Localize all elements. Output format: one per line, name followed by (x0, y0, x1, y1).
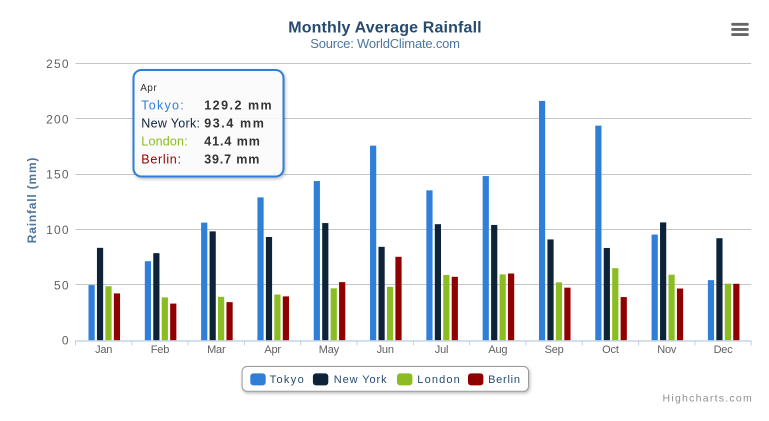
svg-text:Feb: Feb (151, 344, 169, 356)
svg-text:London:: London: (141, 134, 188, 148)
svg-text:New York:: New York: (141, 116, 200, 130)
svg-text:Highcharts.com: Highcharts.com (663, 393, 753, 405)
svg-text:Berlin:: Berlin: (141, 152, 181, 166)
svg-text:London: London (417, 374, 461, 386)
svg-text:41.4 mm: 41.4 mm (204, 134, 261, 148)
svg-text:Nov: Nov (657, 344, 677, 356)
svg-text:Apr: Apr (140, 83, 157, 94)
svg-text:Monthly Average Rainfall: Monthly Average Rainfall (288, 20, 482, 37)
svg-text:Jan: Jan (95, 344, 112, 356)
svg-text:93.4 mm: 93.4 mm (204, 116, 265, 130)
svg-text:Mar: Mar (207, 344, 226, 356)
svg-text:Sep: Sep (545, 344, 564, 356)
svg-text:250: 250 (46, 57, 70, 71)
svg-text:200: 200 (46, 112, 70, 126)
svg-text:Dec: Dec (714, 344, 734, 356)
svg-text:Rainfall (mm): Rainfall (mm) (25, 157, 39, 243)
svg-text:0: 0 (62, 334, 70, 348)
svg-text:Aug: Aug (488, 344, 507, 356)
svg-text:50: 50 (54, 278, 70, 292)
svg-text:Jun: Jun (377, 344, 394, 356)
svg-text:Tokyo: Tokyo (270, 374, 306, 386)
svg-text:Oct: Oct (602, 344, 619, 356)
svg-text:100: 100 (46, 223, 70, 237)
svg-text:Jul: Jul (435, 344, 448, 356)
svg-text:Berlin: Berlin (488, 374, 521, 386)
svg-text:May: May (319, 344, 340, 356)
svg-text:39.7 mm: 39.7 mm (204, 152, 260, 166)
svg-text:Apr: Apr (264, 344, 281, 356)
svg-text:Tokyo:: Tokyo: (141, 98, 185, 112)
svg-text:New York: New York (334, 374, 388, 386)
svg-text:129.2 mm: 129.2 mm (204, 98, 273, 112)
svg-text:Source: WorldClimate.com: Source: WorldClimate.com (310, 36, 460, 51)
svg-text:150: 150 (46, 168, 70, 182)
